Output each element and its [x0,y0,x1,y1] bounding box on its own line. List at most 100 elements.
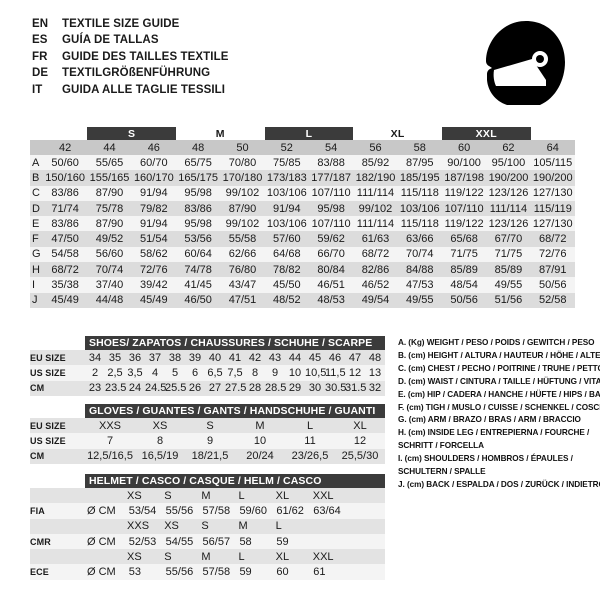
cell: 111/114 [356,187,395,200]
cell: 105/115 [533,156,573,169]
table-row: CM 23 23.5 24 24.5 25.5 26 27 27.5 28 28.5 29 30 30.5… [30,380,385,396]
legend-line: G. (cm) ARM / BRAZO / BRAS / ARM / BRACC… [398,415,581,425]
shoes-rows: EU SIZE 34 35 36 37 38 39 40 41 42 43 44 45 46 47 48 US … [30,350,385,396]
cell: 49/55 [406,294,434,307]
table-row: EU SIZE XXS XS S M L XL [30,418,385,434]
eu-size-number-row: 42 44 46 48 50 52 54 56 58 60 62 64 [30,140,575,155]
cell: 38 [168,351,182,364]
cell: 79/82 [140,202,168,215]
size-band-xxl: XXL [441,127,531,140]
cell: 87/90 [95,187,124,200]
cell: 170/180 [222,171,263,184]
cell: 80/84 [317,263,345,276]
eu-size-52: 52 [280,141,293,154]
cell: 123/126 [488,187,529,200]
cell: 60 [276,566,289,579]
cell: 49/55 [494,279,523,292]
eu-size-58: 58 [413,141,426,154]
cell: 64/68 [273,248,301,261]
cell: 49/52 [95,233,124,246]
cell: 16,5/19 [141,450,179,463]
helmet-unit: Ø CM [87,535,116,548]
cell: 67/70 [494,233,523,246]
legend-line: J. (cm) BACK / ESPALDA / DOS / ZURÜCK / … [398,479,600,489]
title-line-it: IT GUIDA ALLE TAGLIE TESSILI [32,84,332,100]
cell: 70/74 [95,263,124,276]
cell: 87/95 [406,156,434,169]
cell: L [306,419,314,432]
cell: 177/187 [311,171,352,184]
cell: 12 [353,434,367,447]
helmet-size-xxl: XXL [312,489,334,502]
cell: 25.5 [165,382,187,395]
row-label-c: C [32,187,40,200]
title-text: GUÍA DE TALLAS [62,34,159,47]
helmet-heading: HELMET / CASCO / CASQUE / HELM / CASCO [85,474,385,488]
cell: 26 [188,382,202,395]
cell: 8 [251,366,259,379]
cell: 48/53 [317,294,345,307]
legend-line: C. (cm) CHEST / PECHO / POITRINE / TRUHE… [398,363,600,373]
helmet-size-empty [311,520,348,532]
title-text: GUIDE DES TAILLES TEXTILE [62,50,229,63]
cell: 71/75 [450,248,478,261]
helmet-standard-label: FIA [30,505,45,516]
row-label-b: B [32,171,40,184]
cell: M [255,419,265,432]
cell: 31.5 [345,382,367,395]
cell: 12 [348,366,362,379]
cell: 83/86 [51,187,79,200]
legend-line: E. (cm) HIP / CADERA / HANCHE / HÜFTE / … [398,389,600,399]
cell [348,566,385,578]
cell: 71/75 [494,248,523,261]
cell: 44/48 [95,294,124,307]
cell: 95/100 [491,156,526,169]
cell: 190/200 [488,171,529,184]
shoes-heading: SHOES/ ZAPATOS / CHAUSSURES / SCHUHE / S… [85,336,385,350]
cell: 46/50 [184,294,212,307]
cell: 45/49 [140,294,168,307]
cell: 8 [156,434,164,447]
cell: 18/21,5 [191,450,229,463]
cell: 72/76 [539,248,567,261]
cell: 2 [91,366,99,379]
cell: 59 [239,566,252,579]
gloves-heading: GLOVES / GUANTES / GANTS / HANDSCHUHE / … [85,404,385,418]
cell: 48/54 [450,279,478,292]
cell: 127/130 [532,187,573,200]
helmet-standard-label: ECE [30,567,49,578]
table-row: EU SIZE 34 35 36 37 38 39 40 41 42 43 44 45 46 47 48 [30,350,385,366]
cell: 46/51 [317,279,345,292]
title-lang-code: ES [32,34,48,47]
size-band-m: M [215,127,225,140]
cell: 115/118 [400,217,439,230]
title-text: TEXTILGRÖßENFÜHRUNG [62,67,211,80]
cell: 23.5 [105,382,127,395]
helmet-rows: XS S M L XL XXL FIA Ø CM 53/54 55/56 57/58 59/60 61/… [30,488,385,580]
unit-spacer [85,520,125,532]
cell: 85/89 [494,263,523,276]
table-row: D 71/74 75/78 79/82 83/86 87/90 91/94 95/98 99/1… [30,200,575,217]
cell: 54/55 [165,535,194,548]
size-band-s: S [87,127,176,140]
number-row-gutter [30,140,43,155]
legend-line: D. (cm) WAIST / CINTURA / TAILLE / HÜFTU… [398,376,600,386]
helmet-size-empty [348,551,385,563]
cell: 51/54 [140,233,168,246]
title-block: EN TEXTILE SIZE GUIDE ES GUÍA DE TALLAS FR GU… [32,18,332,100]
cell: 185/195 [399,171,440,184]
cell: 10,5 [305,366,327,379]
cell: 29 [288,382,302,395]
row-label: US SIZE [30,435,66,446]
cell: 58/62 [140,248,168,261]
cell: 61/62 [276,504,304,517]
cell: 13 [368,366,382,379]
cell: 12,5/16,5 [87,450,133,463]
gloves-section: GLOVES / GUANTES / GANTS / HANDSCHUHE / … [30,404,385,464]
row-label-f: F [32,233,39,246]
eu-size-62: 62 [502,141,515,154]
helmet-size-row: XS S M L XL XXL [30,549,385,565]
cell: XS [152,419,168,432]
table-row: C 83/86 87/90 91/94 95/98 99/102 103/106 107/11… [30,185,575,201]
cell: 9 [271,366,279,379]
